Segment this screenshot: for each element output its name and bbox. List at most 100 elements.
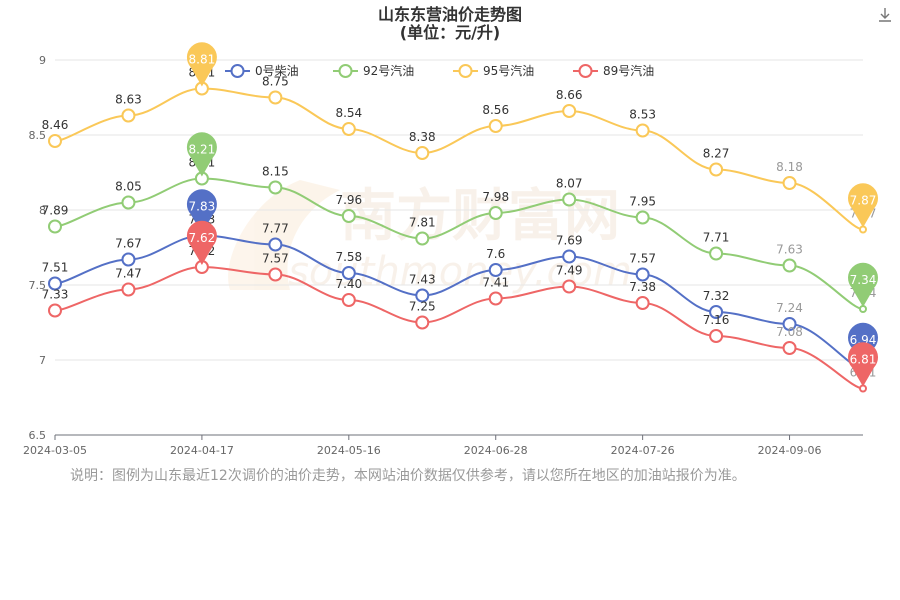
legend-label: 95号汽油 [483, 63, 534, 78]
data-point[interactable] [782, 258, 797, 273]
data-label: 7.49 [556, 264, 583, 278]
data-label: 8.46 [42, 118, 69, 132]
data-label: 7.41 [482, 276, 509, 290]
data-label: 7.57 [629, 252, 656, 266]
legend-item-0[interactable]: 0号柴油 [225, 64, 299, 78]
data-label: 7.08 [776, 325, 803, 339]
data-point[interactable] [341, 122, 356, 136]
data-point[interactable] [709, 329, 724, 343]
data-label: 7.63 [776, 243, 803, 257]
data-label: 7.58 [335, 250, 362, 264]
data-label: 8.07 [556, 177, 583, 191]
y-tick-label: 8 [39, 204, 46, 217]
data-label: 7.67 [115, 237, 142, 251]
data-point[interactable] [782, 317, 797, 331]
data-label: 8.15 [262, 165, 289, 179]
data-point[interactable] [488, 291, 503, 306]
data-point[interactable] [635, 123, 650, 138]
download-icon[interactable] [876, 6, 894, 24]
legend-item-3[interactable]: 89号汽油 [573, 63, 654, 78]
data-point[interactable] [562, 104, 577, 118]
data-point[interactable] [121, 282, 136, 297]
y-tick-label: 9 [39, 54, 46, 67]
data-label: 7.40 [335, 277, 362, 291]
data-label: 7.16 [703, 313, 730, 327]
data-point[interactable] [415, 288, 430, 303]
data-point[interactable] [268, 267, 283, 282]
data-point[interactable] [121, 252, 136, 267]
data-label: 7.51 [42, 261, 69, 275]
data-point[interactable] [48, 276, 62, 291]
data-point[interactable] [415, 315, 430, 330]
data-label: 7.89 [42, 204, 69, 218]
legend-marker [338, 64, 353, 78]
data-point[interactable] [562, 279, 577, 294]
legend-marker [230, 64, 245, 78]
data-point[interactable] [709, 305, 724, 319]
chart-subtitle: (单位：元/升) [400, 23, 500, 42]
y-tick-label: 6.5 [29, 429, 47, 442]
x-tick-label: 2024-05-16 [317, 444, 381, 457]
data-point[interactable] [48, 134, 62, 148]
data-point[interactable] [635, 267, 650, 282]
pin-shape [186, 132, 217, 177]
legend-label: 0号柴油 [255, 64, 299, 78]
data-point[interactable] [562, 249, 577, 264]
legend[interactable]: 0号柴油 92号汽油 95号汽油 89号汽油 [225, 63, 654, 78]
data-label: 8.53 [629, 108, 656, 122]
data-point[interactable] [268, 180, 283, 195]
max-pin: 8.21 [186, 132, 217, 177]
data-point[interactable] [268, 90, 283, 105]
data-point[interactable] [709, 246, 724, 261]
data-point[interactable] [268, 237, 283, 252]
pin-label: 6.94 [850, 333, 877, 347]
data-label: 7.32 [703, 289, 730, 303]
data-label: 8.27 [703, 147, 730, 161]
data-point[interactable] [48, 303, 62, 318]
pin-label: 8.81 [189, 53, 216, 67]
pin-shape [186, 220, 217, 265]
x-tick-label: 2024-09-06 [758, 444, 822, 457]
data-label: 7.38 [629, 280, 656, 294]
data-point[interactable] [782, 341, 797, 355]
series-layer [48, 81, 867, 393]
data-point[interactable] [48, 219, 62, 234]
data-point[interactable] [341, 209, 356, 223]
data-point[interactable] [488, 263, 503, 277]
last-pin: 7.87 [848, 183, 878, 228]
data-point[interactable] [782, 176, 797, 190]
pins-layer: 7.83 6.94 8.21 7.34 8.81 7.87 7.62 6.81 [186, 42, 878, 387]
pin-shape [848, 183, 878, 228]
y-tick-label: 7.5 [29, 279, 47, 292]
data-label: 7.71 [703, 231, 730, 245]
legend-label: 89号汽油 [603, 63, 654, 78]
data-point[interactable] [709, 162, 724, 177]
data-point[interactable] [562, 192, 577, 207]
pin-shape [848, 342, 878, 387]
legend-label: 92号汽油 [363, 63, 414, 78]
legend-item-2[interactable]: 95号汽油 [453, 63, 534, 78]
data-point[interactable] [341, 266, 356, 280]
data-point[interactable] [341, 293, 356, 307]
pin-label: 7.83 [189, 200, 216, 214]
data-point[interactable] [635, 210, 650, 225]
chart-title: 山东东营油价走势图 [378, 5, 522, 24]
data-label: 8.54 [335, 106, 362, 120]
data-point[interactable] [121, 108, 136, 123]
data-point[interactable] [415, 231, 430, 246]
y-tick-label: 7 [39, 354, 46, 367]
data-point[interactable] [488, 206, 503, 220]
data-label: 8.66 [556, 88, 583, 102]
data-label: 8.18 [776, 160, 803, 174]
data-label: 8.56 [482, 103, 509, 117]
data-point[interactable] [635, 296, 650, 310]
data-label: 7.98 [482, 190, 509, 204]
data-point[interactable] [121, 195, 136, 210]
data-label: 7.77 [262, 222, 289, 236]
data-label: 7.95 [629, 195, 656, 209]
data-label: 7.47 [115, 267, 142, 281]
data-point[interactable] [488, 119, 503, 133]
data-point[interactable] [415, 146, 430, 160]
legend-item-1[interactable]: 92号汽油 [333, 63, 414, 78]
max-pin: 8.81 [186, 42, 217, 87]
